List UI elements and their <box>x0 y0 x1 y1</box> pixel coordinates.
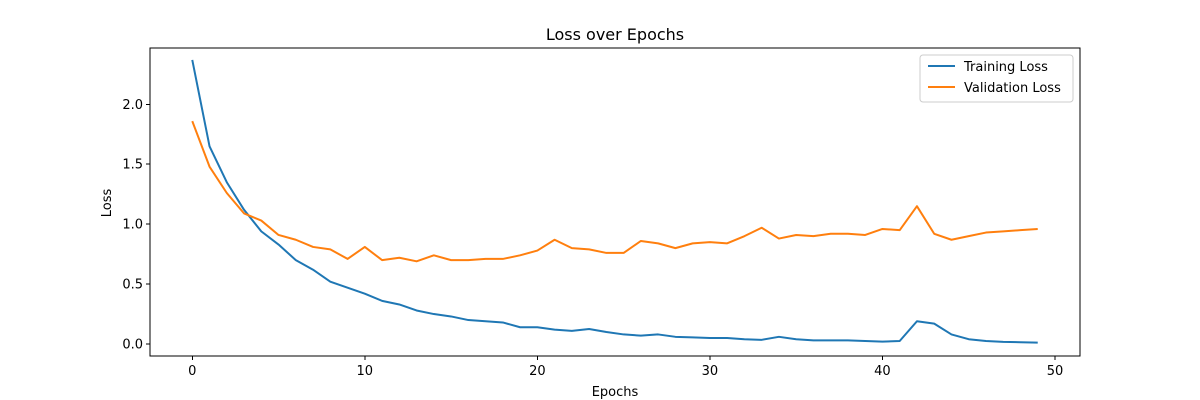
y-axis-ticks: 0.0 0.5 1.0 1.5 2.0 <box>122 98 150 353</box>
x-tick-label: 40 <box>874 364 891 379</box>
chart-title: Loss over Epochs <box>546 25 684 44</box>
x-tick-label: 30 <box>702 364 719 379</box>
x-axis-label: Epochs <box>592 385 639 400</box>
series-line-training-loss <box>191 59 1038 344</box>
x-tick-label: 20 <box>529 364 546 379</box>
y-tick-label: 0.5 <box>122 278 143 293</box>
x-tick-label: 50 <box>1047 364 1064 379</box>
series-layer <box>191 59 1038 344</box>
legend: Training Loss Validation Loss <box>919 54 1074 103</box>
y-axis-label: Loss <box>100 189 115 218</box>
y-tick-label: 2.0 <box>122 98 143 113</box>
x-axis-ticks: 0 10 20 30 40 50 <box>188 356 1063 379</box>
y-tick-label: 0.0 <box>122 338 143 353</box>
y-tick-label: 1.5 <box>122 158 143 173</box>
plot-area-frame <box>149 47 1081 357</box>
x-tick-label: 10 <box>357 364 374 379</box>
x-tick-label: 0 <box>188 364 196 379</box>
legend-label-training-loss: Training Loss <box>963 60 1048 75</box>
y-tick-label: 1.0 <box>122 218 143 233</box>
series-line-validation-loss <box>191 120 1038 263</box>
legend-box <box>919 54 1074 103</box>
legend-label-validation-loss: Validation Loss <box>964 81 1061 96</box>
